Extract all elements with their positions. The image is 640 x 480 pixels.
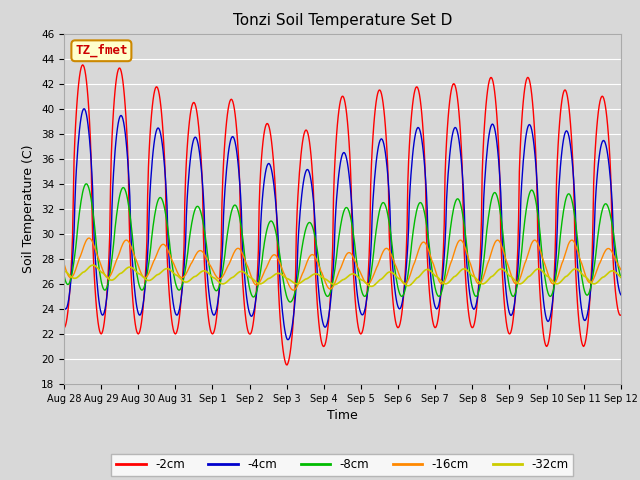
-8cm [83,181,90,187]
-8cm [70,258,78,264]
-4cm [128,255,136,261]
-16cm [128,247,136,252]
-4cm [284,337,292,343]
-4cm [412,131,419,136]
Line: -8cm: -8cm [64,184,621,302]
-32cm [128,265,136,271]
-8cm [412,213,419,219]
Title: Tonzi Soil Temperature Set D: Tonzi Soil Temperature Set D [233,13,452,28]
-32cm [60,268,68,274]
-16cm [85,235,93,241]
-8cm [214,286,222,292]
-2cm [70,156,78,162]
-2cm [214,299,222,305]
-32cm [70,276,78,281]
Y-axis label: Soil Temperature (C): Soil Temperature (C) [22,144,35,273]
-32cm [412,276,419,282]
-8cm [128,231,136,237]
Line: -16cm: -16cm [64,238,621,290]
-2cm [79,62,86,68]
-32cm [214,278,222,284]
-2cm [60,325,68,331]
-32cm [367,284,375,289]
-16cm [60,261,68,266]
-8cm [60,272,68,278]
-4cm [617,292,625,298]
-4cm [60,304,68,310]
-8cm [617,275,625,280]
-16cm [428,258,436,264]
X-axis label: Time: Time [327,409,358,422]
Line: -32cm: -32cm [64,265,621,287]
-8cm [286,299,294,305]
-2cm [617,312,625,318]
-8cm [428,265,436,271]
-4cm [185,174,193,180]
-16cm [412,257,419,263]
-32cm [617,274,625,280]
-16cm [214,276,222,281]
-8cm [185,241,193,247]
Line: -2cm: -2cm [64,65,621,365]
-32cm [185,278,193,284]
-4cm [214,297,222,303]
Line: -4cm: -4cm [64,108,621,340]
-16cm [70,271,78,276]
-2cm [283,362,291,368]
-2cm [412,85,419,91]
-4cm [80,106,88,111]
Legend: -2cm, -4cm, -8cm, -16cm, -32cm: -2cm, -4cm, -8cm, -16cm, -32cm [111,454,573,476]
-32cm [89,262,97,268]
-2cm [128,288,136,294]
-16cm [617,267,625,273]
-2cm [185,126,193,132]
-32cm [428,269,436,275]
-4cm [70,229,78,235]
-2cm [428,313,436,319]
Text: TZ_fmet: TZ_fmet [75,44,127,58]
-16cm [289,287,297,293]
-4cm [428,285,436,290]
-16cm [185,265,193,271]
